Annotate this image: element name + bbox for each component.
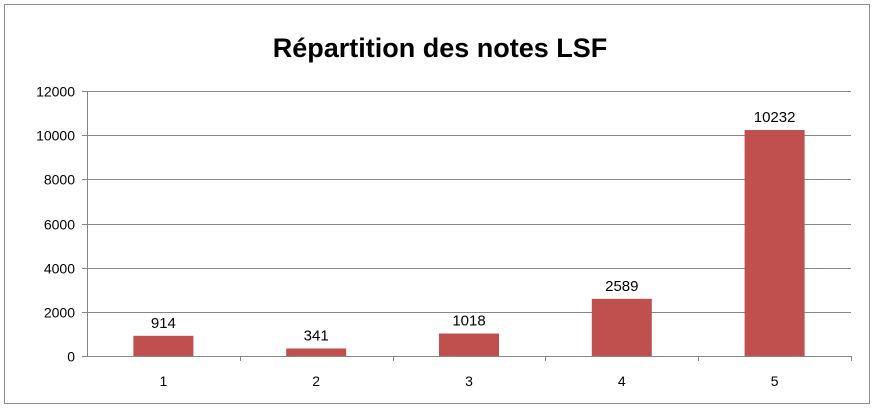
x-tick-label: 1 [160, 373, 168, 389]
chart-title: Répartition des notes LSF [273, 33, 608, 63]
y-tick-label: 10000 [36, 128, 75, 144]
y-tick-label: 2000 [44, 305, 75, 321]
data-label: 914 [151, 315, 176, 332]
y-tick-label: 12000 [36, 84, 75, 100]
x-tick-label: 4 [618, 373, 626, 389]
data-label: 1018 [452, 313, 485, 330]
x-tick-label: 3 [465, 373, 473, 389]
y-tick-label: 8000 [44, 172, 75, 188]
x-axis: 1 2 3 4 5 [87, 356, 852, 389]
bar [591, 298, 652, 356]
x-tick-label: 2 [312, 373, 320, 389]
y-tick-label: 4000 [44, 261, 75, 277]
bar [439, 333, 499, 356]
data-labels: 914 341 1018 2589 10232 [151, 109, 796, 344]
x-tick-label: 5 [771, 373, 779, 389]
data-label: 341 [304, 327, 329, 344]
y-tick-label: 6000 [44, 217, 75, 233]
y-tick-label: 0 [67, 349, 75, 365]
bar [133, 335, 194, 356]
bar [286, 348, 347, 356]
bars [133, 130, 805, 356]
data-label: 2589 [605, 278, 638, 295]
bar [744, 130, 805, 356]
y-axis: 0 2000 4000 6000 8000 10000 12000 [36, 84, 88, 365]
data-label: 10232 [754, 109, 796, 126]
